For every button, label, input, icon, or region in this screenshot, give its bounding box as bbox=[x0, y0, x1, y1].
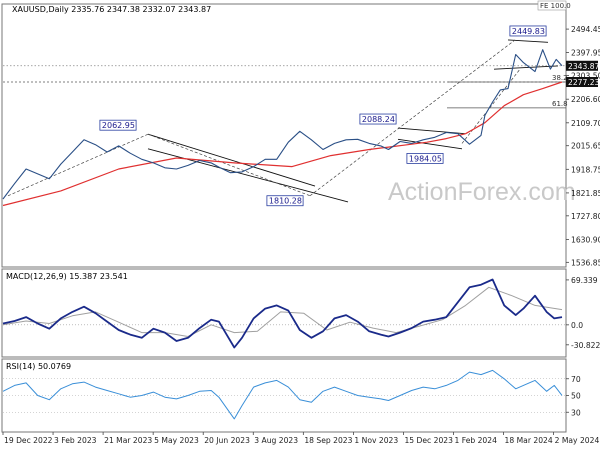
macd-line bbox=[2, 278, 563, 349]
ma-value-box-label: 2277.23 bbox=[568, 78, 600, 87]
watermark: ActionForex.com bbox=[388, 178, 576, 206]
price-line bbox=[2, 49, 563, 200]
price-annotation-box bbox=[509, 25, 547, 37]
x-tick-label: 19 Dec 2022 bbox=[4, 436, 53, 445]
price-annotation: 1810.28 bbox=[269, 197, 302, 206]
x-tick-label: 1 Nov 2023 bbox=[354, 436, 398, 445]
trend-channel-line bbox=[397, 138, 463, 150]
x-tick-label: 18 Mar 2024 bbox=[505, 436, 553, 445]
price-annotation-box bbox=[99, 119, 137, 131]
drawing-layer bbox=[3, 39, 566, 203]
x-tick-label: 3 Feb 2023 bbox=[54, 436, 97, 445]
price-y-tick-label: 2206.60 bbox=[571, 95, 600, 104]
macd-y-tick-label: 0.0 bbox=[571, 321, 583, 330]
label-layer: 38.2 61.8 2062.95 1810.28 2088.24 1984.05 2449… bbox=[99, 25, 568, 207]
projection-line bbox=[309, 39, 516, 197]
x-tick-label: 5 May 2023 bbox=[154, 436, 199, 445]
price-y-tick-label: 2397.95 bbox=[571, 49, 600, 58]
price-annotation: 2062.95 bbox=[102, 121, 135, 130]
price-y-tick-label: 1821.85 bbox=[571, 189, 600, 198]
trend-channel-line bbox=[147, 148, 349, 203]
trend-channel-line bbox=[493, 65, 559, 70]
fib-level-label: 61.8 bbox=[552, 100, 568, 108]
price-annotation-box bbox=[266, 195, 304, 207]
projection-line bbox=[461, 68, 521, 144]
chart-title: XAUUSD,Daily 2335.76 2347.38 2332.07 234… bbox=[12, 5, 211, 14]
price-y-tick-label: 2303.50 bbox=[571, 72, 600, 81]
fib-top-label: FE 100.0 bbox=[540, 2, 571, 10]
rsi-y-tick-label: 50 bbox=[571, 392, 581, 401]
price-panel-frame bbox=[1, 3, 567, 268]
price-y-tick-label: 1727.80 bbox=[571, 212, 600, 221]
price-y-tick-label: 2015.65 bbox=[571, 142, 600, 151]
rsi-title: RSI(14) 50.0769 bbox=[6, 362, 71, 371]
grid-layer bbox=[3, 324, 566, 413]
fib-level-label: 38.2 bbox=[552, 74, 568, 82]
price-annotation: 2449.83 bbox=[512, 27, 545, 36]
price-annotation: 1984.05 bbox=[409, 154, 442, 163]
price-annotation-box bbox=[406, 153, 444, 164]
x-tick-label: 21 Mar 2023 bbox=[104, 436, 152, 445]
price-annotation-box bbox=[359, 113, 397, 125]
macd-title: MACD(12,26,9) 15.387 23.541 bbox=[6, 272, 128, 281]
series-layer bbox=[2, 49, 563, 420]
price-y-tick-label: 2494.45 bbox=[571, 25, 600, 34]
rsi-y-tick-label: 30 bbox=[571, 408, 581, 417]
rsi-line bbox=[2, 369, 563, 420]
price-y-tick-label: 1536.85 bbox=[571, 258, 600, 267]
projection-line bbox=[7, 133, 149, 197]
trend-channel-line bbox=[147, 133, 316, 187]
ma-value-box bbox=[566, 77, 598, 88]
fib-top-box bbox=[537, 0, 567, 11]
x-tick-label: 1 Feb 2024 bbox=[455, 436, 498, 445]
macd-y-tick-label: 69.339 bbox=[571, 276, 598, 285]
ma-line bbox=[2, 81, 563, 207]
price-y-tick-label: 1918.75 bbox=[571, 165, 600, 174]
projection-line bbox=[147, 133, 311, 197]
price-y-tick-label: 2109.70 bbox=[571, 119, 600, 128]
macd-signal-line bbox=[2, 286, 563, 337]
x-tick-label: 2 May 2024 bbox=[555, 436, 600, 445]
price-annotation: 2088.24 bbox=[362, 115, 395, 124]
rsi-panel-frame bbox=[1, 358, 567, 433]
rsi-y-tick-label: 70 bbox=[571, 375, 581, 384]
x-tick-label: 20 Jun 2023 bbox=[204, 436, 250, 445]
axis-layer: 2494.45 2397.95 2303.50 2206.60 2109.70 2015.… bbox=[2, 25, 600, 445]
x-tick-label: 15 Dec 2023 bbox=[404, 436, 453, 445]
x-tick-label: 3 Aug 2023 bbox=[254, 436, 298, 445]
macd-y-tick-label: -30.822 bbox=[571, 341, 600, 350]
current-price-box-label: 2343.87 bbox=[568, 62, 600, 71]
x-tick-label: 18 Sep 2023 bbox=[304, 436, 352, 445]
price-y-tick-label: 1630.90 bbox=[571, 235, 600, 244]
current-price-box bbox=[566, 60, 598, 71]
